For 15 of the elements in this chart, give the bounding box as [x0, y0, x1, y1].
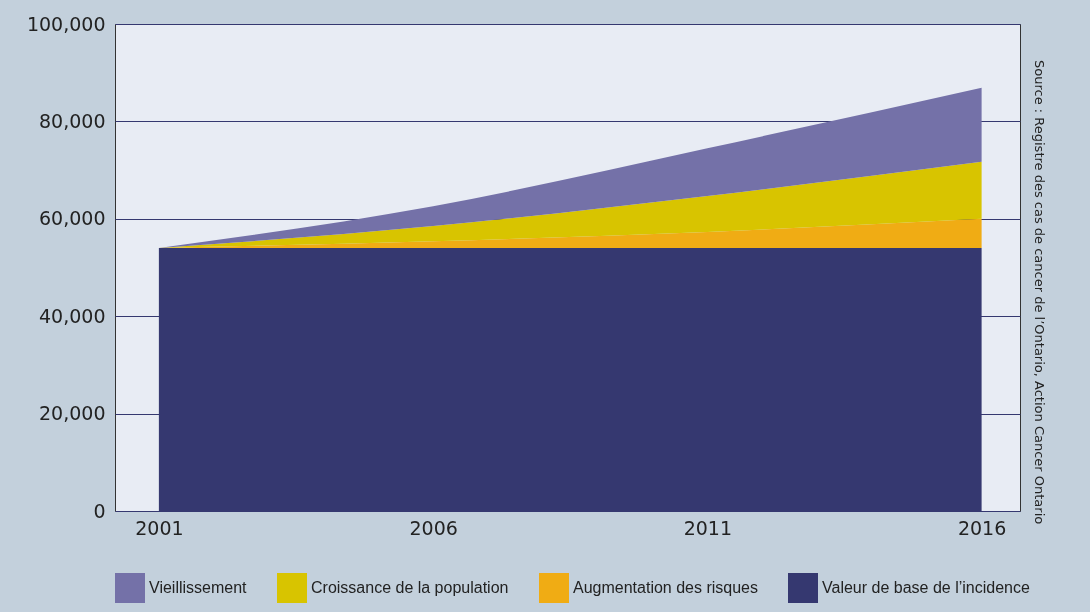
legend-label: Croissance de la population	[311, 579, 509, 596]
y-tick-label: 0	[93, 499, 106, 522]
legend-label: Vieillissement	[149, 579, 248, 596]
y-tick-label: 100,000	[26, 12, 106, 35]
legend-label: Augmentation des risques	[573, 579, 758, 596]
x-tick-label: 2006	[409, 516, 458, 539]
x-tick-label: 2001	[135, 516, 184, 539]
y-tick-label: 40,000	[39, 304, 106, 327]
y-tick-label: 60,000	[39, 207, 106, 230]
x-tick-label: 2016	[957, 516, 1007, 539]
source-note: Source : Registre des cas de cancer de l’Ontario, Action Cancer Ontario	[1032, 60, 1047, 525]
x-tick-label: 2011	[683, 516, 733, 539]
legend-label: Valeur de base de l’incidence	[822, 579, 1030, 596]
y-tick-label: 20,000	[39, 402, 106, 425]
y-tick-label: 80,000	[39, 109, 106, 132]
